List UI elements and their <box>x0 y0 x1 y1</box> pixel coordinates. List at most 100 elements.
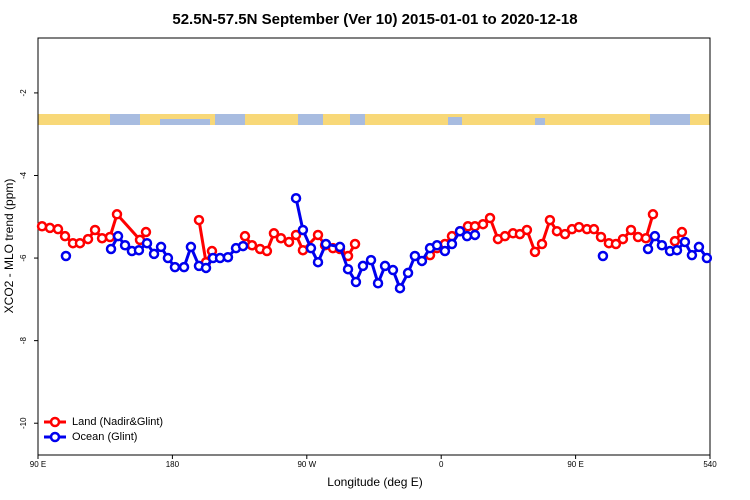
point <box>559 228 571 240</box>
point <box>402 267 414 279</box>
legend: Land (Nadir&Glint) Ocean (Glint) <box>44 416 163 443</box>
point <box>595 231 607 243</box>
point <box>112 230 124 242</box>
point <box>261 245 273 257</box>
point <box>701 252 713 264</box>
point <box>477 218 489 230</box>
point <box>409 250 421 262</box>
point <box>305 242 317 254</box>
point <box>536 238 548 250</box>
point <box>640 232 652 244</box>
point <box>59 230 71 242</box>
point <box>96 232 108 244</box>
legend-label: Ocean (Glint) <box>72 431 137 443</box>
point <box>379 260 391 272</box>
point <box>148 248 160 260</box>
point <box>297 224 309 236</box>
point <box>642 243 654 255</box>
plot-frame <box>37 37 711 456</box>
point <box>647 209 659 220</box>
point <box>484 212 496 224</box>
point <box>357 260 369 272</box>
point <box>686 249 698 261</box>
point <box>89 224 101 236</box>
x-axis-label: Longitude (deg E) <box>327 475 422 489</box>
point <box>239 230 251 242</box>
point <box>656 240 668 251</box>
point <box>365 254 377 266</box>
y-tick-label: -4 <box>19 171 28 179</box>
x-tick-label: 90 E <box>567 460 583 469</box>
point <box>394 282 406 294</box>
point <box>275 232 287 244</box>
legend-label: Land (Nadir&Glint) <box>72 416 163 428</box>
point <box>312 256 324 268</box>
point <box>529 246 541 258</box>
point <box>312 229 324 241</box>
point <box>544 214 556 226</box>
point <box>44 222 56 234</box>
point <box>283 236 295 248</box>
x-tick-label: 90 E <box>30 460 46 469</box>
point <box>133 244 145 256</box>
point <box>349 238 361 250</box>
point <box>141 237 153 249</box>
legend-marker <box>49 416 61 428</box>
point <box>461 230 473 242</box>
chart-title: 52.5N-57.5N September (Ver 10) 2015-01-0… <box>172 11 577 28</box>
x-tick-label: 180 <box>166 460 180 469</box>
point <box>679 236 691 248</box>
point <box>74 237 86 249</box>
point <box>439 245 451 257</box>
point <box>693 241 705 253</box>
point <box>105 243 117 255</box>
point <box>82 233 94 245</box>
point <box>111 209 123 220</box>
point <box>342 263 354 275</box>
point <box>588 223 600 235</box>
point <box>372 277 384 289</box>
point <box>334 241 346 253</box>
y-tick-label: -6 <box>19 254 28 262</box>
y-tick-label: -2 <box>19 89 28 97</box>
point <box>60 250 72 262</box>
point <box>469 221 481 232</box>
point <box>632 231 644 243</box>
point <box>597 250 609 262</box>
point <box>431 240 443 251</box>
point <box>193 214 205 226</box>
point <box>499 230 511 242</box>
y-axis-label: XCO2 - MLO trend (ppm) <box>2 179 16 314</box>
point <box>290 229 302 241</box>
point <box>669 235 681 247</box>
point <box>387 264 399 276</box>
point <box>268 228 280 239</box>
point <box>416 255 428 267</box>
point <box>178 261 190 273</box>
point <box>200 262 212 274</box>
point <box>237 240 249 252</box>
x-tick-label: 90 W <box>297 460 316 469</box>
point <box>222 251 234 263</box>
point <box>162 252 174 264</box>
point <box>551 225 563 237</box>
x-tick-label: 0 <box>439 460 444 469</box>
point <box>521 224 533 236</box>
point <box>52 223 64 235</box>
point <box>140 226 152 238</box>
point <box>649 230 661 242</box>
x-tick-label: 540 <box>703 460 717 469</box>
point <box>454 225 466 237</box>
y-tick-label: -8 <box>19 337 28 345</box>
point <box>671 244 683 256</box>
point <box>617 233 629 245</box>
point <box>676 226 688 238</box>
point <box>320 238 332 250</box>
point <box>169 261 181 273</box>
point <box>297 244 309 256</box>
point <box>185 241 197 253</box>
point <box>625 224 637 236</box>
point <box>469 229 481 241</box>
point <box>610 238 622 250</box>
